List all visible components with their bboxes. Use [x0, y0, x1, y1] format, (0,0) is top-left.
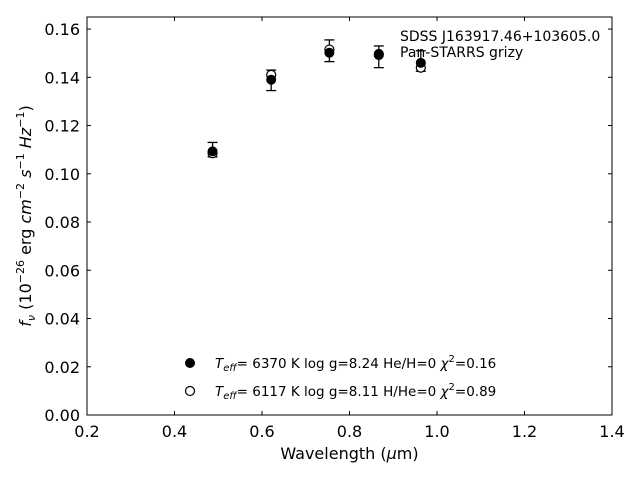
filled-circle-point — [266, 74, 277, 85]
tick-group: 0.2 0.4 0.6 0.8 1.0 1.2 1.4 0.00 0.02 0.04 0.06 0.0… — [44, 17, 625, 441]
x-tick-label: 1.0 — [424, 422, 449, 441]
y-tick-label: 0.10 — [44, 165, 80, 184]
y-tick-label: 0.00 — [44, 406, 80, 425]
y-tick-label: 0.08 — [44, 213, 80, 232]
x-tick-label: 0.6 — [249, 422, 274, 441]
legend-entry-2: Teff= 6117 K log g=8.11 H/He=0 χ2=0.89 — [215, 382, 496, 402]
x-tick-label: 0.8 — [337, 422, 362, 441]
legend-marker-filled — [185, 358, 195, 368]
points-group — [207, 44, 426, 159]
y-tick-label: 0.06 — [44, 261, 80, 280]
y-tick-label: 0.04 — [44, 310, 80, 329]
legend-entry-1: Teff= 6370 K log g=8.24 He/H=0 χ2=0.16 — [215, 354, 496, 374]
filled-circle-point — [373, 48, 384, 59]
errorbar-group — [207, 39, 426, 158]
legend: Teff= 6370 K log g=8.24 He/H=0 χ2=0.16 T… — [184, 354, 496, 402]
y-axis-title: fν (10−26 erg cm−2 s−1 Hz−1) — [14, 105, 38, 326]
x-axis-title: Wavelength (μm) — [280, 444, 418, 463]
y-tick-label: 0.12 — [44, 117, 80, 136]
x-tick-label: 0.4 — [162, 422, 187, 441]
y-tick-label: 0.14 — [44, 68, 80, 87]
annotation-object-name: SDSS J163917.46+103605.0 — [400, 29, 600, 45]
filled-circle-point — [324, 47, 335, 58]
x-tick-label: 0.2 — [74, 422, 99, 441]
x-tick-label: 1.2 — [512, 422, 537, 441]
annotation-survey: Pan-STARRS grizy — [400, 45, 523, 61]
y-tick-label: 0.02 — [44, 358, 80, 377]
y-tick-label: 0.16 — [44, 20, 80, 39]
legend-marker-open — [184, 385, 196, 397]
filled-circle-point — [207, 146, 218, 157]
x-tick-label: 1.4 — [599, 422, 624, 441]
filled-circle-point — [415, 57, 426, 68]
